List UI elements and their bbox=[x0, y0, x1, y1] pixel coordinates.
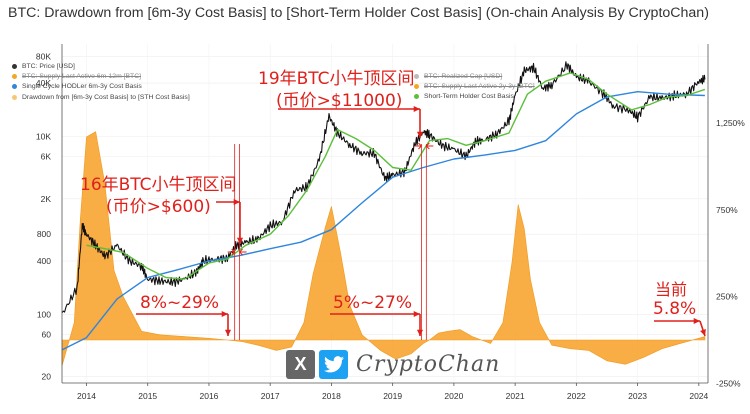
legend-label: BTC: Supply Last Active 6m-12m [BTC] bbox=[22, 73, 141, 81]
y-left-tick-label: 100 bbox=[37, 310, 51, 320]
legend-item[interactable]: BTC: Supply Last Active 6m-12m [BTC] bbox=[12, 71, 190, 81]
highlight-arrow bbox=[238, 248, 247, 256]
grid bbox=[62, 44, 708, 383]
y-left-tick-label: 40K bbox=[36, 78, 51, 88]
legend-label: BTC: Price [USD] bbox=[22, 62, 75, 70]
annotation-arrow-head bbox=[236, 237, 244, 244]
annotation-current-value: 5.8% bbox=[653, 299, 697, 319]
y-left-tick-label: 60 bbox=[42, 329, 52, 339]
x-tick-label: 2022 bbox=[567, 391, 586, 401]
annotation-arrow-head bbox=[416, 131, 424, 138]
annotation-arrow-head bbox=[221, 310, 228, 318]
annotation-2019-price: (币价>$11000) bbox=[276, 91, 403, 111]
legend-right: BTC: Realized Cap [USD] BTC: Supply Last… bbox=[414, 71, 535, 102]
legend-label: Drawdown from [6m-3y Cost Basis] to [STH… bbox=[22, 93, 190, 101]
y-left-tick-label: 400 bbox=[37, 256, 51, 266]
y-left-tick-label: 80K bbox=[36, 51, 51, 61]
highlight-arrow bbox=[227, 248, 236, 256]
annotation-arrow-head bbox=[233, 198, 240, 206]
y-left-tick-label: 20 bbox=[42, 372, 52, 382]
legend-dot bbox=[414, 94, 419, 100]
y-right-tick-label: 250% bbox=[716, 292, 738, 302]
legend-dot bbox=[414, 84, 419, 90]
x-logo-icon: X bbox=[286, 350, 315, 379]
y-left-tick-label: 6K bbox=[41, 151, 52, 161]
x-tick-label: 2020 bbox=[444, 391, 463, 401]
twitter-bird-icon bbox=[319, 350, 348, 379]
annotation-arrow-head bbox=[700, 329, 706, 336]
annotation-2019-title: 19年BTC小牛顶区间 bbox=[258, 69, 415, 89]
x-tick-label: 2023 bbox=[628, 391, 647, 401]
highlight-arrow bbox=[425, 142, 434, 150]
series-line bbox=[61, 61, 706, 314]
annotation-arrow-head bbox=[416, 329, 424, 336]
legend-label: BTC: Realized Cap [USD] bbox=[424, 72, 503, 80]
annotation-2016-title: 16年BTC小牛顶区间 bbox=[80, 175, 237, 195]
legend-label: BTC: Supply Last Active 2y-3y [BTC] bbox=[424, 83, 535, 91]
x-tick-label: 2018 bbox=[322, 391, 341, 401]
highlight-arrow bbox=[414, 142, 423, 150]
annotation-2016-price: (币价>$600) bbox=[106, 197, 211, 217]
legend-label: Single Cycle HODLer 6m-3y Cost Basis bbox=[22, 83, 142, 91]
y-left-tick-label: 800 bbox=[37, 229, 51, 239]
annotation-2016-drawdown: 8%~29% bbox=[140, 293, 219, 313]
y-left-tick-label: 2K bbox=[41, 194, 52, 204]
y-right-tick-label: 1,250% bbox=[716, 118, 745, 128]
x-tick-label: 2016 bbox=[199, 391, 218, 401]
legend-item[interactable]: Drawdown from [6m-3y Cost Basis] to [STH… bbox=[12, 92, 190, 102]
drawdown-area bbox=[61, 131, 706, 367]
legend-left: BTC: Price [USD] BTC: Supply Last Active… bbox=[12, 61, 190, 103]
annotation-arrow-head bbox=[693, 317, 700, 325]
legend-dot bbox=[12, 84, 17, 90]
legend-item[interactable]: BTC: Realized Cap [USD] bbox=[414, 71, 535, 81]
legend-item[interactable]: Short-Term Holder Cost Basis bbox=[414, 92, 535, 102]
series-line bbox=[86, 72, 706, 280]
annotation-arrow-head bbox=[224, 329, 232, 336]
legend-label: Short-Term Holder Cost Basis bbox=[424, 93, 514, 101]
legend-item[interactable]: Single Cycle HODLer 6m-3y Cost Basis bbox=[12, 82, 190, 92]
series-line bbox=[61, 91, 705, 351]
y-right-tick-label: -250% bbox=[716, 378, 741, 388]
x-tick-label: 2014 bbox=[77, 391, 96, 401]
chart-title: BTC: Drawdown from [6m-3y Cost Basis] to… bbox=[8, 5, 709, 21]
legend-dot bbox=[414, 73, 419, 79]
x-tick-label: 2017 bbox=[261, 391, 280, 401]
annotation-2019-drawdown: 5%~27% bbox=[333, 293, 412, 313]
x-tick-label: 2024 bbox=[689, 391, 708, 401]
y-left-tick-label: 10K bbox=[36, 132, 51, 142]
x-tick-label: 2021 bbox=[506, 391, 525, 401]
legend-item[interactable]: BTC: Price [USD] bbox=[12, 61, 190, 71]
legend-dot bbox=[12, 74, 17, 80]
legend-dot bbox=[12, 94, 17, 100]
legend-dot bbox=[12, 63, 17, 69]
annotation-arrow-head bbox=[413, 105, 420, 113]
axes: 20 60 100 400 800 2K 6K 10K 40K 80K 1,250% 750% 250%… bbox=[36, 44, 745, 401]
annotation-arrows bbox=[136, 105, 706, 337]
annotation-arrow-head bbox=[413, 310, 420, 318]
drawdown-area-path bbox=[61, 131, 706, 367]
series-lines bbox=[61, 61, 706, 351]
x-tick-label: 2015 bbox=[138, 391, 157, 401]
y-right-tick-label: 750% bbox=[716, 205, 738, 215]
watermark-text: CryptoChan bbox=[356, 352, 501, 377]
watermark: X CryptoChan bbox=[286, 350, 500, 379]
annotation-current-label: 当前 bbox=[655, 280, 688, 299]
x-tick-label: 2019 bbox=[383, 391, 402, 401]
legend-item[interactable]: BTC: Supply Last Active 2y-3y [BTC] bbox=[414, 81, 535, 91]
